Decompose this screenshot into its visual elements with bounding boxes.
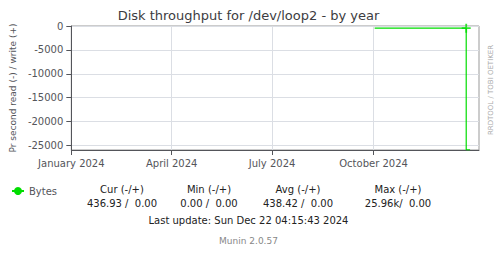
svg-text:0.00 / 0.00: 0.00 / 0.00 — [180, 198, 237, 209]
svg-text:25.96k/ 0.00: 25.96k/ 0.00 — [365, 198, 431, 209]
svg-text:-15000: -15000 — [28, 92, 63, 103]
svg-text:Bytes: Bytes — [29, 186, 57, 197]
svg-text:July 2024: July 2024 — [248, 158, 296, 169]
svg-text:0: 0 — [57, 21, 63, 32]
svg-text:436.93 / 0.00: 436.93 / 0.00 — [87, 198, 157, 209]
svg-text:438.42 / 0.00: 438.42 / 0.00 — [263, 198, 333, 209]
svg-text:Pr second read (-) / write (+): Pr second read (-) / write (+) — [8, 24, 18, 153]
svg-text:Max (-/+): Max (-/+) — [374, 184, 421, 195]
svg-text:-20000: -20000 — [28, 116, 63, 127]
svg-text:-10000: -10000 — [28, 68, 63, 79]
svg-text:Avg (-/+): Avg (-/+) — [276, 184, 321, 195]
svg-text:-5000: -5000 — [34, 44, 63, 55]
svg-text:-25000: -25000 — [28, 140, 63, 151]
svg-text:Last update: Sun Dec 22 04:15:: Last update: Sun Dec 22 04:15:43 2024 — [149, 215, 349, 226]
svg-text:April 2024: April 2024 — [146, 158, 197, 169]
svg-text:Disk throughput for /dev/loop2: Disk throughput for /dev/loop2 - by year — [118, 8, 380, 23]
svg-text:October 2024: October 2024 — [339, 158, 408, 169]
svg-text:Cur (-/+): Cur (-/+) — [100, 184, 144, 195]
svg-text:Min (-/+): Min (-/+) — [187, 184, 231, 195]
svg-text:January 2024: January 2024 — [37, 158, 105, 169]
svg-text:RRDTOOL / TOBI OETIKER: RRDTOOL / TOBI OETIKER — [487, 45, 495, 135]
svg-text:Munin 2.0.57: Munin 2.0.57 — [219, 236, 278, 246]
